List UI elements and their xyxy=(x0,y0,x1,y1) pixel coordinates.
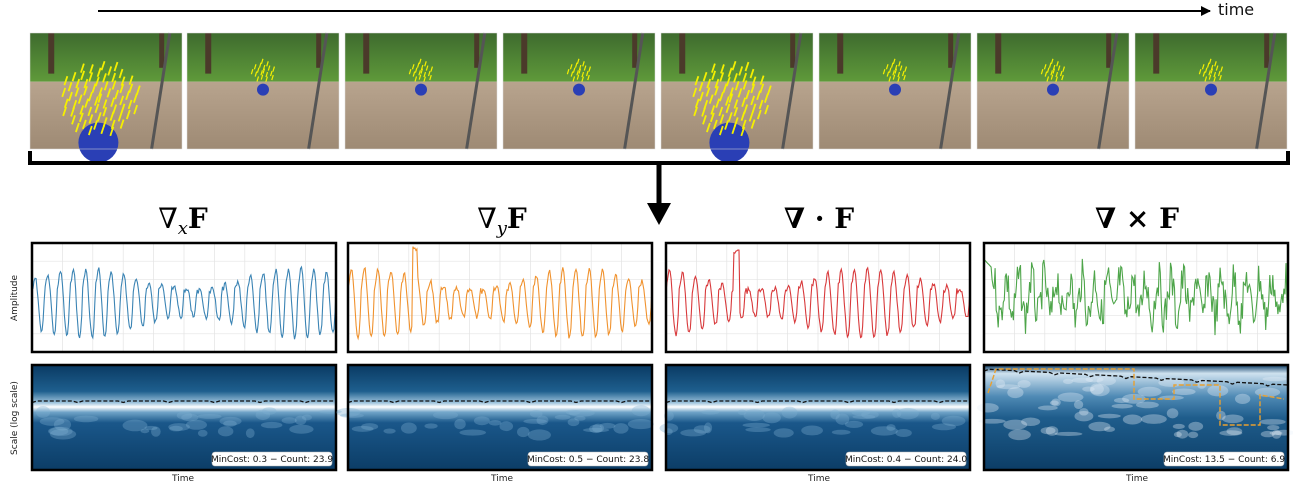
video-frame xyxy=(818,32,972,150)
signal-line-curl xyxy=(983,258,1289,336)
mincost-label-grad-y: MinCost: 0.5 − Count: 23.8 xyxy=(527,455,649,465)
video-frame xyxy=(29,32,183,163)
wavelet-panel-grad-y: MinCost: 0.5 − Count: 23.8 xyxy=(336,363,654,472)
wavelet-panel-div: MinCost: 0.4 − Count: 24.0 xyxy=(659,363,972,472)
frames-bracket xyxy=(28,151,1290,165)
video-frames xyxy=(29,32,1288,163)
wavelet-panel-grad-x: MinCost: 0.3 − Count: 23.9 xyxy=(30,363,342,472)
title-grad-y: ∇yF xyxy=(477,202,527,239)
down-arrow-head xyxy=(647,203,671,225)
video-frame xyxy=(186,32,340,150)
x-label-time-2: Time xyxy=(490,474,513,484)
amplitude-panel-div xyxy=(664,241,972,354)
x-label-time-1: Time xyxy=(171,474,194,484)
wavelet-panel-curl: MinCost: 13.5 − Count: 6.9 xyxy=(976,363,1293,472)
title-div: ∇ · F xyxy=(784,202,854,235)
amplitude-panel-grad-y xyxy=(346,241,654,354)
title-curl: ∇ × F xyxy=(1095,202,1179,235)
amplitude-panel-curl xyxy=(982,241,1290,354)
video-frame xyxy=(660,32,814,163)
video-frame xyxy=(1134,32,1288,150)
mincost-label-grad-x: MinCost: 0.3 − Count: 23.9 xyxy=(211,455,333,465)
video-frame xyxy=(976,32,1130,150)
signal-line-div xyxy=(665,249,971,339)
time-label: time xyxy=(1218,0,1255,19)
title-grad-x: ∇xF xyxy=(158,202,208,239)
signal-line-grad-y xyxy=(347,246,653,341)
video-frame xyxy=(344,32,498,150)
mincost-label-div: MinCost: 0.4 − Count: 24.0 xyxy=(845,455,967,465)
video-frame xyxy=(502,32,656,150)
signal-line-grad-x xyxy=(31,265,337,340)
amplitude-panel-grad-x xyxy=(30,241,338,354)
y-label-amplitude: Amplitude xyxy=(10,274,20,321)
x-label-time-3: Time xyxy=(807,474,830,484)
y-label-scale: Scale (log scale) xyxy=(10,381,20,455)
mincost-label-curl: MinCost: 13.5 − Count: 6.9 xyxy=(1163,455,1285,465)
x-label-time-4: Time xyxy=(1125,474,1148,484)
